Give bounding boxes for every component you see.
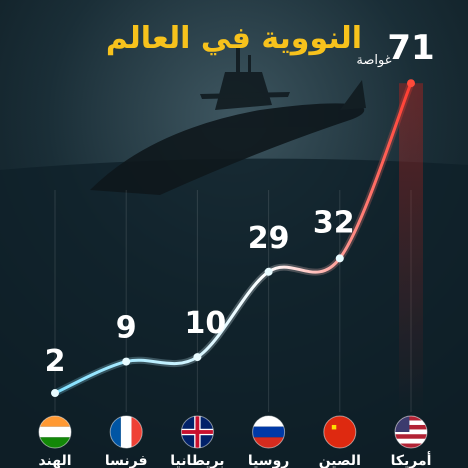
- submarine: [90, 48, 366, 195]
- title: النووية في العالم: [106, 21, 362, 56]
- data-point: [122, 357, 131, 366]
- flag-part: [39, 437, 71, 448]
- flag-part: [252, 416, 285, 427]
- category-label: فرنسا: [105, 453, 148, 468]
- flag-part: [331, 424, 337, 430]
- flag-part: [395, 416, 427, 421]
- flag-ring: [180, 415, 214, 449]
- flag-part: [395, 434, 427, 439]
- category-label: بريطانيا: [170, 453, 224, 468]
- value-label: 9: [116, 311, 137, 346]
- flag-part: [323, 416, 356, 448]
- highlight-glow: [399, 83, 423, 413]
- data-point: [264, 267, 273, 276]
- flag-part: [252, 437, 285, 448]
- flag-part: [252, 426, 285, 438]
- flag-part: [110, 416, 121, 448]
- flag: [323, 416, 356, 448]
- flag: [110, 416, 143, 448]
- flag-ring: [38, 415, 72, 449]
- category-label: أمريكا: [391, 451, 432, 468]
- value-label: 2: [45, 344, 66, 379]
- flag: [252, 416, 285, 448]
- flag: [395, 416, 427, 448]
- flag-part: [39, 416, 71, 427]
- flag-ring: [252, 415, 286, 449]
- value-label: 71: [387, 28, 434, 68]
- unit-label: غواصة: [356, 53, 391, 68]
- category-label: روسيا: [248, 453, 290, 468]
- flag: [39, 416, 71, 448]
- data-point: [51, 389, 59, 398]
- flag-ring: [323, 415, 357, 449]
- flag-part: [120, 416, 132, 448]
- flag-ring: [394, 415, 428, 449]
- category-label: الصين: [319, 453, 361, 468]
- value-label: 32: [313, 205, 355, 240]
- flag-ring: [109, 415, 143, 449]
- data-point: [193, 353, 202, 362]
- flag-part: [131, 416, 143, 448]
- flag: [181, 416, 214, 448]
- value-label: 29: [248, 221, 290, 256]
- flag-part: [181, 430, 214, 434]
- category-label: الهند: [38, 453, 71, 468]
- data-point: [335, 254, 344, 263]
- flag-part: [395, 443, 427, 448]
- flag-part: [39, 426, 71, 438]
- data-point: [407, 79, 415, 88]
- flag-part: [395, 424, 427, 430]
- value-label: 10: [185, 306, 227, 341]
